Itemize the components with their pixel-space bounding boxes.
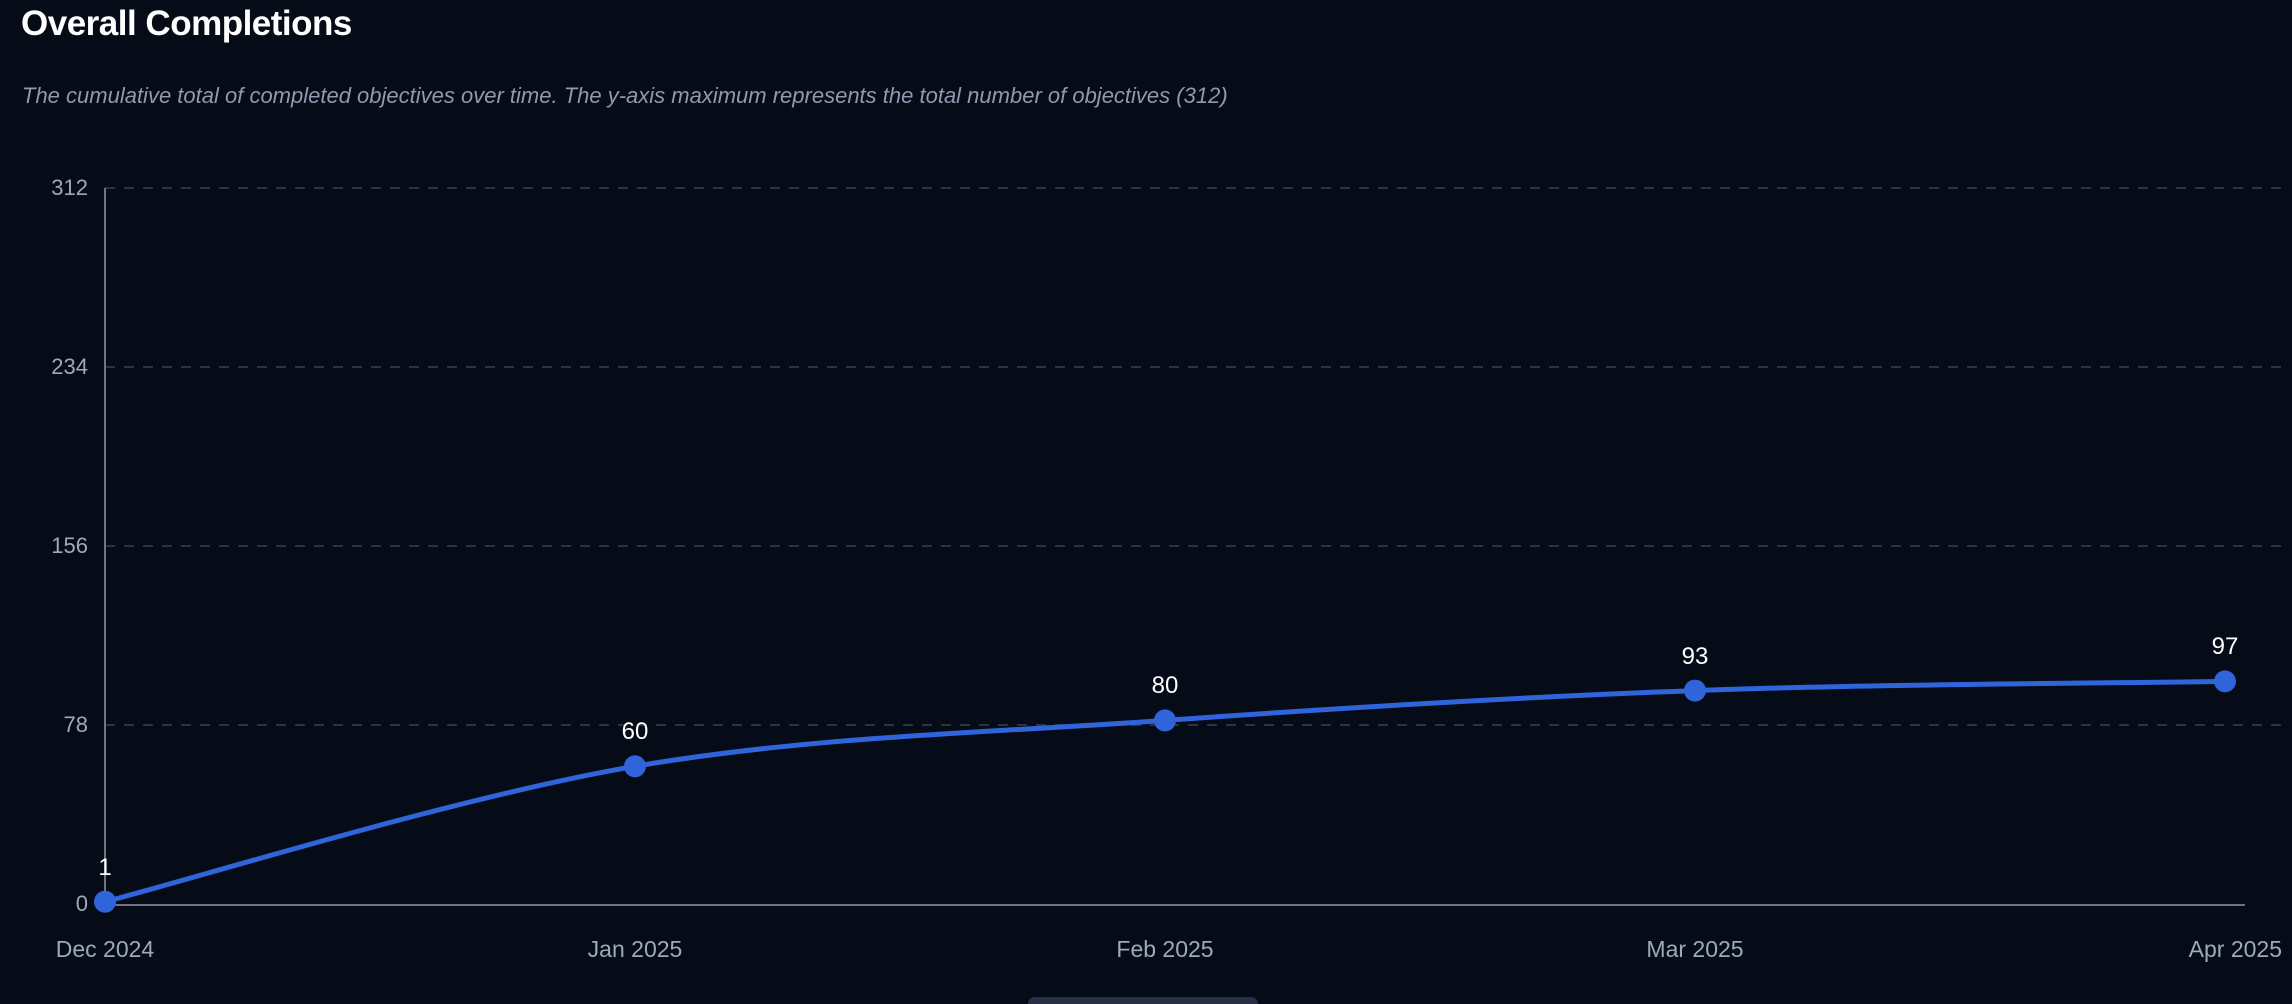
y-tick-label: 312 [51, 175, 88, 200]
y-tick-label: 156 [51, 533, 88, 558]
data-point[interactable] [624, 755, 646, 778]
x-tick-label: Dec 2024 [55, 936, 155, 962]
x-tick-label: Mar 2025 [1646, 936, 1744, 962]
data-point-label: 97 [2211, 633, 2239, 661]
y-tick-label: 78 [63, 712, 88, 737]
data-point-label: 60 [621, 718, 649, 746]
y-tick-label: 234 [51, 354, 88, 379]
data-point-label: 93 [1681, 642, 1709, 670]
y-tick-label: 0 [75, 891, 88, 916]
x-tick-label: Apr 2025 [2188, 936, 2282, 962]
data-point-label: 80 [1151, 672, 1179, 700]
x-tick-label: Jan 2025 [587, 936, 683, 962]
horizontal-scrollbar-thumb[interactable] [1028, 997, 1258, 1004]
data-point[interactable] [2214, 670, 2236, 693]
data-point[interactable] [1154, 709, 1176, 732]
data-point[interactable] [1684, 679, 1706, 702]
data-point-label: 1 [98, 853, 112, 881]
data-point[interactable] [94, 890, 116, 913]
page-title: Overall Completions [21, 4, 352, 43]
page-subtitle: The cumulative total of completed object… [22, 83, 1228, 108]
x-tick-label: Feb 2025 [1116, 936, 1214, 962]
